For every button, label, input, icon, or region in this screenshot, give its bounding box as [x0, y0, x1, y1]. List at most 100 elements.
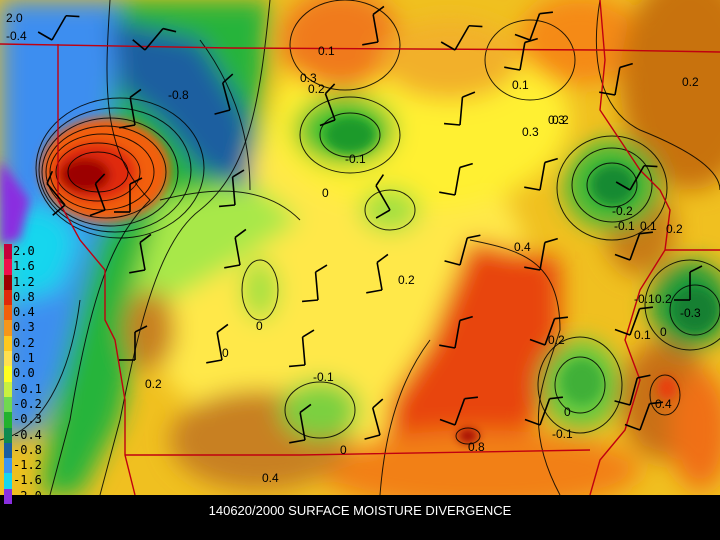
legend-entry: -1.6	[0, 473, 48, 489]
legend-entry: -2.0	[0, 488, 48, 505]
wind-barb	[504, 37, 538, 71]
wind-barb	[218, 169, 245, 208]
contour-label: 0	[340, 443, 347, 457]
zone-orange-ne	[520, 0, 640, 85]
legend-entry: 0.8	[0, 289, 48, 306]
wind-barb	[119, 88, 142, 129]
wind-barb	[114, 177, 143, 213]
legend-entry: 0.2	[0, 335, 48, 352]
wind-barb	[129, 233, 152, 274]
legend-swatch	[4, 259, 12, 275]
legend-label: -1.2	[13, 458, 42, 473]
legend-label: 0.2	[13, 335, 35, 350]
legend-label: 0.4	[13, 305, 35, 320]
zone-green-e-core	[591, 165, 635, 205]
zone-darkred-max	[60, 158, 110, 192]
contour-label: 0.8	[468, 440, 485, 454]
contour-label: 0.3	[522, 125, 539, 139]
wind-barb	[37, 14, 80, 41]
wind-barb	[529, 316, 568, 346]
contour-label: 0.2	[666, 222, 683, 236]
zone-red-e-core	[657, 376, 677, 400]
contour-label: 0	[564, 405, 571, 419]
wind-barb	[444, 234, 481, 266]
wind-barb	[443, 91, 476, 126]
legend-swatch	[4, 305, 12, 321]
legend-entry: -0.2	[0, 396, 48, 413]
legend-label: 1.2	[13, 274, 35, 289]
contour-label: 0	[660, 325, 667, 339]
contour-label: 0.1	[640, 219, 657, 233]
legend-swatch	[4, 366, 12, 382]
wind-barb	[439, 315, 473, 349]
legend-swatch	[4, 458, 12, 474]
contour-label: 0.2	[398, 273, 415, 287]
legend-label: 2.0	[13, 244, 35, 258]
wind-barb	[319, 83, 336, 127]
contour-label: 0.4	[514, 240, 531, 254]
legend-label: 0.1	[13, 351, 35, 366]
zone-purple-west	[0, 160, 30, 245]
contour-label: 0.4	[262, 471, 279, 485]
legend-swatch	[4, 335, 12, 352]
wind-barb	[615, 164, 658, 191]
zone-lightgreen-west	[130, 180, 300, 360]
boundary-west	[57, 44, 136, 495]
legend-entry: -0.4	[0, 427, 48, 443]
legend-swatch	[4, 381, 12, 397]
zone-orange-south	[320, 430, 640, 495]
contour-label: 0.1	[634, 328, 651, 342]
legend-entry: 1.2	[0, 274, 48, 290]
legend-entry: 0.3	[0, 320, 48, 336]
wind-barb	[224, 228, 247, 269]
contour-label: 0.4	[655, 397, 672, 411]
legend-swatch	[4, 351, 12, 367]
contour-label: -0.1	[313, 370, 334, 384]
legend-label: 0.3	[13, 320, 35, 335]
wind-barb	[288, 329, 315, 368]
wind-barb	[624, 401, 663, 431]
zone-green-far-e-core	[673, 288, 717, 332]
wind-barb	[440, 24, 483, 51]
legend-label: -0.3	[13, 412, 42, 427]
wind-barb	[439, 396, 478, 426]
zone-green-c1	[242, 260, 278, 320]
contour-label: 0	[256, 319, 263, 333]
legend-swatch	[4, 289, 12, 306]
legend-label: -0.1	[13, 381, 42, 396]
wind-barb	[375, 174, 391, 219]
zone-orange-e	[670, 370, 720, 490]
contour-label: -0.3	[680, 306, 701, 320]
zone-green-se-core	[562, 360, 602, 404]
contour-label: -0.8	[168, 88, 189, 102]
legend-swatch	[4, 396, 12, 413]
wind-barb	[439, 162, 473, 196]
wind-barb	[301, 264, 328, 303]
contour-label: -0.1	[614, 219, 635, 233]
contour-value-labels: 2.0-0.40.10.30.2-0.80.10.2-0.10.30.30-0.…	[6, 11, 701, 485]
contour-label: 0.2	[552, 113, 569, 127]
legend-entry: 1.6	[0, 259, 48, 275]
zone-green-n-core	[325, 117, 375, 153]
legend-label: -0.4	[13, 427, 42, 442]
wind-barb	[364, 398, 384, 440]
wind-barb	[214, 73, 234, 115]
legend-entry: -0.8	[0, 442, 48, 459]
legend-label: 1.6	[13, 259, 35, 274]
wind-barb	[366, 253, 389, 294]
contour-label: -0.1	[345, 152, 366, 166]
zone-tan-north	[380, 20, 520, 100]
contour-label: -0.1	[552, 427, 573, 441]
legend-label: -0.8	[13, 442, 42, 457]
wind-barb	[614, 231, 653, 261]
legend-label: 0.0	[13, 366, 35, 381]
legend-entry: -0.1	[0, 381, 48, 397]
contour-label: 0	[322, 186, 329, 200]
wind-barb	[674, 265, 703, 301]
legend-label: -0.2	[13, 396, 42, 411]
legend-swatch	[4, 442, 12, 459]
legend-swatch	[4, 427, 12, 443]
legend-entry: 0.0	[0, 366, 48, 382]
wind-barb	[289, 403, 312, 444]
